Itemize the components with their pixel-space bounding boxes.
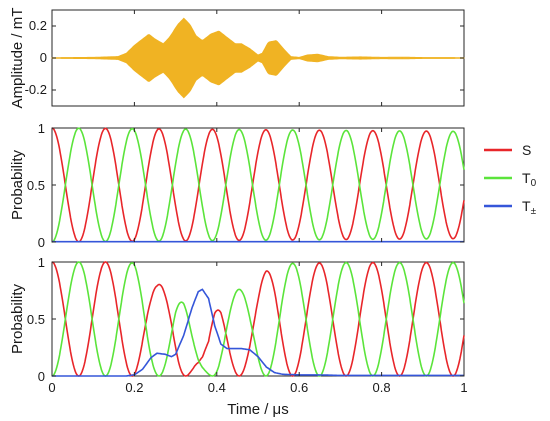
series-line-s — [51, 261, 465, 377]
probability-2-ylabel: Probability — [9, 283, 26, 354]
x-tick-label: 0.4 — [208, 380, 226, 395]
x-tick-label: 0.2 — [125, 380, 143, 395]
legend: S T0 T± — [484, 142, 537, 217]
legend-label-subscript: ± — [531, 206, 537, 217]
y-tick-label: 0 — [40, 50, 47, 65]
y-tick-label: 0.5 — [27, 312, 45, 327]
amplitude-ylabel: Amplitude / mT — [9, 8, 26, 109]
panel-amplitude: 0.2 0 -0.2 Amplitude / mT — [9, 8, 465, 109]
y-tick-label: 0.5 — [27, 178, 45, 193]
series-line-tpm — [52, 288, 464, 377]
legend-label-subscript: 0 — [531, 178, 537, 189]
panel-probability-1-frame — [51, 127, 465, 243]
legend-label: T± — [522, 198, 537, 217]
panel-probability-2: 1 0.5 00 0.2 0.4 0.6 0.8 1 Probability Time / μ… — [9, 255, 468, 418]
x-tick-label: 1 — [460, 380, 467, 395]
probability-1-ylabel: Probability — [9, 149, 26, 220]
series-line-t0 — [51, 261, 465, 377]
series-line-t0 — [51, 127, 465, 243]
y-tick-label: 0 — [38, 369, 45, 384]
legend-label: T0 — [522, 170, 537, 189]
y-tick-label: 1 — [38, 255, 45, 270]
amplitude-area — [51, 17, 465, 99]
series-line-s — [51, 127, 465, 243]
y-tick-label: 0.2 — [29, 18, 47, 33]
y-tick-label: -0.2 — [25, 82, 47, 97]
y-tick-label: 0 — [38, 235, 45, 250]
x-tick-label: 0.6 — [290, 380, 308, 395]
x-tick-label: 0.8 — [373, 380, 391, 395]
panel-probability-1: 1 0.5 0 Probability — [9, 121, 465, 250]
y-tick-label: 1 — [38, 121, 45, 136]
x-tick-label: 0 — [48, 380, 55, 395]
legend-label: S — [522, 142, 531, 158]
x-axis-label: Time / μs — [227, 401, 288, 418]
